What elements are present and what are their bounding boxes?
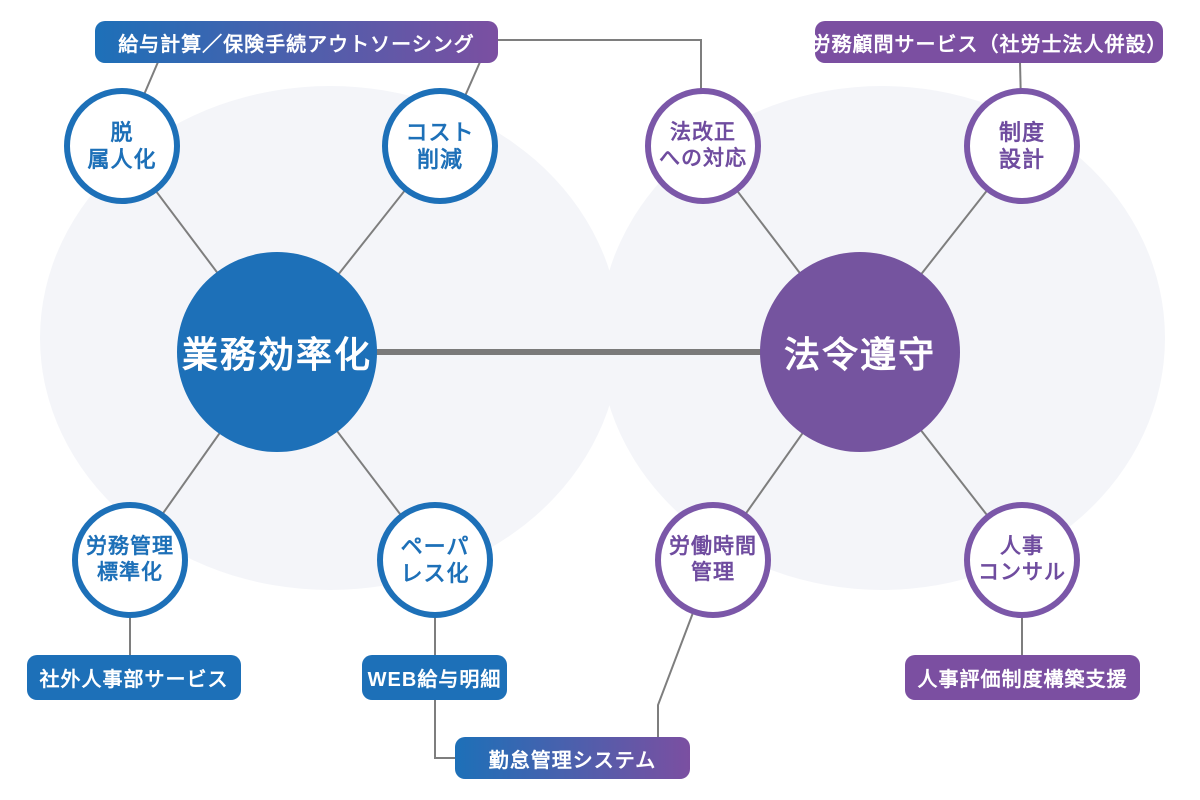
circle-labor-mgmt-standardization-line1: 労務管理 <box>86 534 174 558</box>
circle-working-hours-mgmt-line2: 管理 <box>691 561 735 584</box>
circle-labor-mgmt-standardization-line2: 標準化 <box>97 561 163 584</box>
hub-business-efficiency-label: 業務効率化 <box>181 334 372 375</box>
hub-business-efficiency: 業務効率化 <box>177 252 377 452</box>
circle-de-personalization-line1: 脱 <box>110 119 134 145</box>
circle-de-personalization: 脱 属人化 <box>64 88 180 204</box>
tag-web-payslip-label: WEB給与明細 <box>367 669 502 691</box>
circle-cost-reduction: コスト 削減 <box>382 88 498 204</box>
tag-web-payslip: WEB給与明細 <box>362 655 507 700</box>
circle-system-design: 制度 設計 <box>964 88 1080 204</box>
tag-hr-evaluation-support: 人事評価制度構築支援 <box>905 655 1140 700</box>
circle-system-design-line1: 制度 <box>998 119 1045 145</box>
circle-de-personalization-line2: 属人化 <box>87 147 157 172</box>
tag-payroll-outsourcing-label: 給与計算／保険手続アウトソーシング <box>118 33 475 56</box>
hub-legal-compliance-label: 法令遵守 <box>783 334 936 375</box>
tag-labor-advisory-service-label: 労務顧問サービス（社労士法人併設） <box>810 33 1168 56</box>
tag-payroll-outsourcing: 給与計算／保険手続アウトソーシング <box>95 21 498 63</box>
circle-paperless: ペーパ レス化 <box>377 502 493 618</box>
circle-hr-consulting: 人事 コンサル <box>964 502 1080 618</box>
tag-hr-evaluation-support-label: 人事評価制度構築支援 <box>917 669 1128 691</box>
circle-working-hours-mgmt-line1: 労働時間 <box>669 534 757 558</box>
tag-external-hr-service-label: 社外人事部サービス <box>39 669 229 691</box>
tag-attendance-system-label: 勤怠管理システム <box>488 749 657 772</box>
circle-hr-consulting-line2: コンサル <box>978 561 1066 584</box>
circle-cost-reduction-line2: 削減 <box>416 147 463 172</box>
circle-paperless-line2: レス化 <box>400 561 470 586</box>
circle-law-revision-response: 法改正 への対応 <box>645 88 761 204</box>
tag-external-hr-service: 社外人事部サービス <box>27 655 241 700</box>
tag-attendance-system: 勤怠管理システム <box>455 737 690 779</box>
circle-paperless-line1: ペーパ <box>400 533 470 559</box>
tag-labor-advisory-service: 労務顧問サービス（社労士法人併設） <box>811 21 1167 63</box>
circle-hr-consulting-line1: 人事 <box>1000 534 1044 558</box>
circle-working-hours-mgmt: 労働時間 管理 <box>655 502 771 618</box>
circle-labor-mgmt-standardization: 労務管理 標準化 <box>72 502 188 618</box>
circle-law-revision-response-line1: 法改正 <box>670 120 736 144</box>
circle-cost-reduction-line1: コスト <box>405 119 475 145</box>
circle-law-revision-response-line2: への対応 <box>659 147 747 170</box>
circle-system-design-line2: 設計 <box>998 147 1045 172</box>
hub-legal-compliance: 法令遵守 <box>760 252 960 452</box>
